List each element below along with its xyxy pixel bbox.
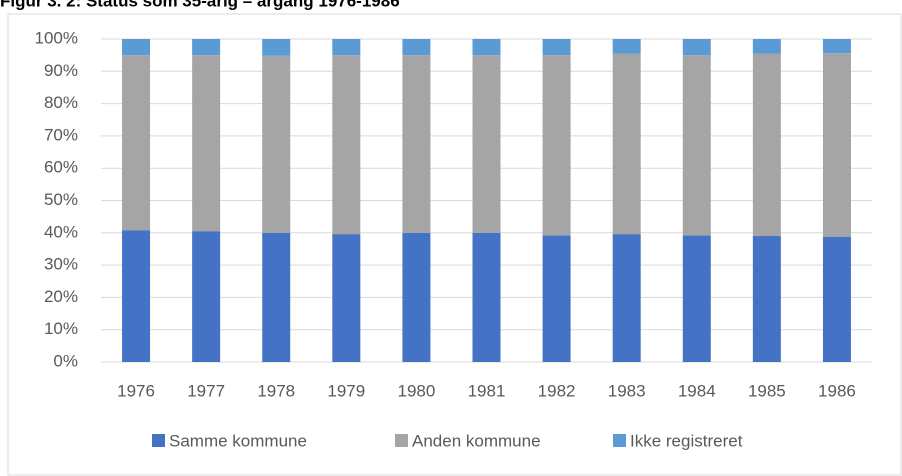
bar-segment bbox=[682, 55, 711, 236]
y-tick-label: 90% bbox=[44, 61, 78, 80]
bar-segment bbox=[122, 39, 151, 56]
bar-segment bbox=[192, 231, 221, 362]
bar-segment bbox=[332, 234, 361, 362]
x-tick-label: 1980 bbox=[397, 381, 435, 400]
x-tick-label: 1986 bbox=[818, 381, 856, 400]
bar-segment bbox=[472, 232, 501, 362]
y-tick-label: 70% bbox=[44, 125, 78, 144]
x-tick-label: 1985 bbox=[748, 381, 786, 400]
bar-segment bbox=[542, 39, 571, 56]
bar-segment bbox=[402, 39, 431, 56]
x-tick-label: 1982 bbox=[538, 381, 576, 400]
bar-segment bbox=[402, 232, 431, 362]
bar-segment bbox=[192, 55, 221, 232]
bar-segment bbox=[262, 55, 291, 233]
bar-segment bbox=[472, 39, 501, 56]
legend-swatch bbox=[152, 434, 165, 447]
bar-segment bbox=[402, 55, 431, 233]
bar-segment bbox=[262, 39, 291, 56]
bar-segment bbox=[682, 235, 711, 362]
bar-segment bbox=[262, 232, 291, 362]
legend-label: Ikke registreret bbox=[630, 431, 743, 450]
bar-segment bbox=[332, 39, 361, 56]
x-tick-label: 1981 bbox=[468, 381, 506, 400]
bar-segment bbox=[822, 39, 851, 54]
y-tick-label: 80% bbox=[44, 93, 78, 112]
bar-segment bbox=[122, 55, 151, 231]
bar-segment bbox=[122, 230, 151, 362]
bar-segment bbox=[752, 236, 781, 362]
y-tick-label: 50% bbox=[44, 190, 78, 209]
bar-segment bbox=[332, 55, 361, 235]
x-tick-label: 1979 bbox=[327, 381, 365, 400]
bar-segment bbox=[542, 55, 571, 236]
x-tick-label: 1976 bbox=[117, 381, 155, 400]
bar-segment bbox=[682, 39, 711, 56]
y-tick-label: 40% bbox=[44, 222, 78, 241]
bar-segment bbox=[752, 53, 781, 237]
bar-segment bbox=[542, 235, 571, 362]
x-tick-label: 1977 bbox=[187, 381, 225, 400]
legend-swatch bbox=[613, 434, 626, 447]
bar-segment bbox=[752, 39, 781, 54]
y-tick-label: 10% bbox=[44, 319, 78, 338]
y-tick-label: 0% bbox=[53, 351, 78, 370]
legend-label: Anden kommune bbox=[412, 431, 541, 450]
bar-segment bbox=[472, 55, 501, 233]
y-tick-label: 100% bbox=[35, 28, 78, 47]
bar-segment bbox=[612, 39, 641, 54]
y-tick-label: 60% bbox=[44, 158, 78, 177]
chart-title: Figur 3. 2: Status som 35-årig – årgang … bbox=[0, 0, 400, 10]
x-tick-label: 1983 bbox=[608, 381, 646, 400]
legend-label: Samme kommune bbox=[169, 431, 307, 450]
bar-segment bbox=[822, 53, 851, 237]
bar-segment bbox=[612, 53, 641, 235]
legend-swatch bbox=[395, 434, 408, 447]
chart-frame bbox=[7, 13, 902, 476]
bar-segment bbox=[822, 236, 851, 362]
y-tick-label: 20% bbox=[44, 287, 78, 306]
bar-segment bbox=[192, 39, 221, 56]
x-tick-label: 1978 bbox=[257, 381, 295, 400]
bar-segment bbox=[612, 234, 641, 362]
y-tick-label: 30% bbox=[44, 255, 78, 274]
x-tick-label: 1984 bbox=[678, 381, 716, 400]
